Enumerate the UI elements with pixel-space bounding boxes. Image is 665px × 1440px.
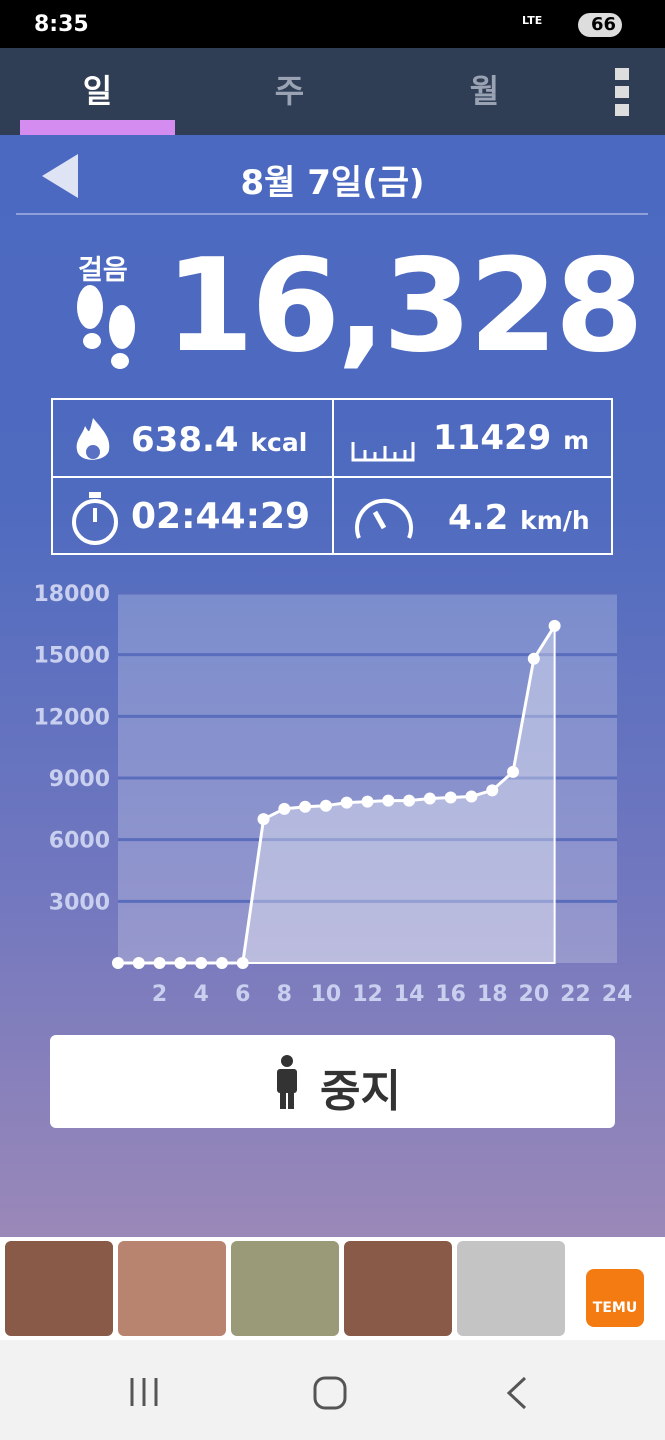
y-tick-label: 3000 bbox=[49, 890, 110, 915]
point bbox=[215, 957, 228, 969]
x-tick-label: 18 bbox=[477, 982, 508, 1007]
x-tick-label: 16 bbox=[435, 982, 466, 1007]
ad-banner[interactable]: TEMU bbox=[0, 1237, 665, 1340]
y-tick-label: 15000 bbox=[33, 644, 110, 669]
x-tick-label: 8 bbox=[277, 982, 292, 1007]
nav-bar bbox=[0, 1340, 665, 1440]
point bbox=[153, 957, 166, 969]
fire-icon bbox=[76, 418, 110, 460]
calories: 638.4 kcal bbox=[131, 420, 307, 460]
y-tick-label: 18000 bbox=[33, 582, 110, 607]
ad-image[interactable] bbox=[344, 1241, 452, 1336]
y-tick-label: 12000 bbox=[33, 705, 110, 730]
point bbox=[319, 799, 332, 812]
divider bbox=[16, 213, 648, 215]
speed-icon bbox=[355, 498, 413, 539]
speed-unit: km/h bbox=[520, 506, 590, 535]
back-button[interactable] bbox=[505, 1376, 529, 1410]
ruler-icon bbox=[351, 442, 415, 462]
point bbox=[132, 957, 145, 969]
point bbox=[444, 791, 457, 804]
x-tick-label: 2 bbox=[152, 982, 167, 1007]
x-tick-label: 20 bbox=[519, 982, 550, 1007]
tab-week[interactable]: 주 bbox=[274, 72, 305, 110]
home-button[interactable] bbox=[313, 1376, 349, 1410]
point bbox=[361, 795, 374, 808]
speed-value: 4.2 bbox=[448, 498, 509, 538]
x-tick-label: 12 bbox=[352, 982, 383, 1007]
calories-unit: kcal bbox=[250, 428, 308, 457]
network: LTE bbox=[522, 14, 543, 27]
calories-value: 638.4 bbox=[131, 420, 239, 460]
tab-bar: 일 주 월 bbox=[0, 48, 665, 135]
line bbox=[118, 625, 556, 965]
distance: 11429 m bbox=[433, 418, 589, 458]
ad-logo[interactable]: TEMU bbox=[586, 1269, 644, 1327]
ad-image[interactable] bbox=[231, 1241, 339, 1336]
point bbox=[548, 619, 561, 632]
point bbox=[236, 957, 249, 969]
point bbox=[382, 794, 395, 807]
tab-day[interactable]: 일 bbox=[82, 72, 113, 110]
x-tick-label: 10 bbox=[311, 982, 342, 1007]
point bbox=[423, 792, 436, 805]
x-tick-label: 24 bbox=[602, 982, 633, 1007]
tab-indicator bbox=[20, 120, 175, 135]
x-tick-label: 14 bbox=[394, 982, 425, 1007]
x-tick-label: 6 bbox=[235, 982, 250, 1007]
battery: 66 bbox=[578, 13, 622, 37]
point bbox=[486, 784, 499, 797]
x-tick-label: 4 bbox=[194, 982, 209, 1007]
point bbox=[403, 794, 416, 807]
stats-box: 638.4 kcal 11429 m 02:44:29 4.2 km/h bbox=[51, 398, 613, 555]
steps-value: 16,328 bbox=[165, 232, 644, 381]
point bbox=[527, 652, 540, 665]
footprint-icon bbox=[77, 285, 135, 369]
menu-button[interactable] bbox=[612, 68, 634, 118]
point bbox=[174, 957, 187, 969]
ad-image[interactable] bbox=[457, 1241, 565, 1336]
point bbox=[299, 800, 312, 813]
y-tick-label: 9000 bbox=[49, 767, 110, 792]
point bbox=[507, 765, 520, 778]
duration: 02:44:29 bbox=[131, 496, 311, 537]
status-bar: 8:35 LTE 66 bbox=[0, 0, 665, 48]
x-tick-label: 22 bbox=[560, 982, 591, 1007]
recent-button[interactable] bbox=[128, 1376, 162, 1408]
person-icon bbox=[277, 1055, 297, 1109]
ad-image[interactable] bbox=[5, 1241, 113, 1336]
point bbox=[195, 957, 208, 969]
point bbox=[112, 957, 124, 969]
clock: 8:35 bbox=[34, 12, 89, 37]
point bbox=[465, 790, 478, 803]
speed: 4.2 km/h bbox=[448, 498, 590, 538]
prev-button[interactable] bbox=[40, 152, 80, 200]
point bbox=[340, 796, 353, 809]
date: 8월 7일(금) bbox=[240, 163, 425, 203]
stop-button[interactable]: 중지 bbox=[50, 1035, 615, 1128]
distance-unit: m bbox=[563, 426, 590, 455]
ad-image[interactable] bbox=[118, 1241, 226, 1336]
tab-month[interactable]: 월 bbox=[469, 72, 500, 110]
point bbox=[278, 802, 291, 815]
distance-value: 11429 bbox=[433, 418, 552, 458]
stop-label: 중지 bbox=[320, 1066, 401, 1117]
stopwatch-icon bbox=[72, 492, 118, 545]
y-tick-label: 6000 bbox=[49, 829, 110, 854]
point bbox=[257, 813, 270, 826]
steps-label: 걸음 bbox=[78, 255, 128, 286]
